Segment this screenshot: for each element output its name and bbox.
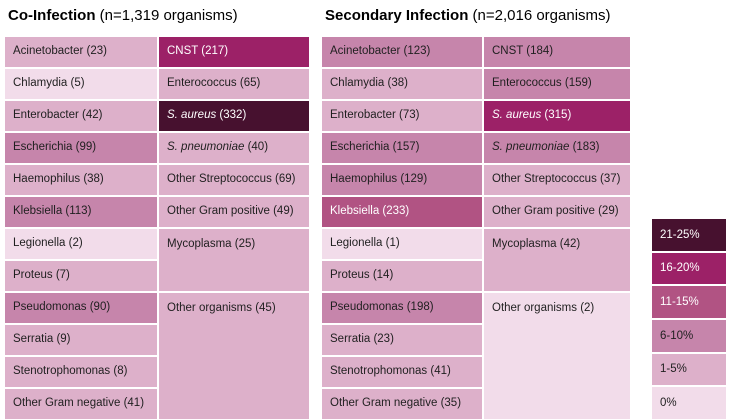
- heatmap-cell: CNST (184): [484, 37, 630, 67]
- organism-label: Enterococcus (65): [167, 77, 261, 90]
- organism-label: CNST (184): [492, 45, 554, 58]
- heatmap-cell: Acinetobacter (23): [5, 37, 157, 67]
- heatmap-cell: Escherichia (157): [322, 133, 482, 163]
- organism-label: Haemophilus (38): [13, 173, 104, 186]
- heatmap-cell: Stenotrophomonas (8): [5, 357, 157, 387]
- heatmap-cell: Enterococcus (159): [484, 69, 630, 99]
- heatmap-cell: Legionella (1): [322, 229, 482, 259]
- heatmap-cell: Serratia (9): [5, 325, 157, 355]
- organism-label: Escherichia (99): [13, 141, 97, 154]
- organism-label: Other Gram positive (49): [167, 205, 294, 218]
- heatmap-cell: Serratia (23): [322, 325, 482, 355]
- organism-label: Enterobacter (73): [330, 109, 420, 122]
- legend-item: 1-5%: [652, 353, 726, 386]
- legend: 21-25% 16-20% 11-15% 6-10% 1-5% 0%: [652, 219, 726, 419]
- heatmap-cell: Chlamydia (5): [5, 69, 157, 99]
- heatmap-cell: Escherichia (99): [5, 133, 157, 163]
- organism-label: Enterococcus (159): [492, 77, 592, 90]
- organism-label: Legionella (2): [13, 237, 83, 250]
- organism-label: Stenotrophomonas (41): [330, 365, 451, 378]
- organism-label: Stenotrophomonas (8): [13, 365, 128, 378]
- secondary-infection-title-count: (n=2,016 organisms): [468, 7, 611, 24]
- organism-label: Other organisms (45): [167, 302, 276, 314]
- heatmap-cell: Chlamydia (38): [322, 69, 482, 99]
- organism-label: Serratia (9): [13, 333, 71, 346]
- organism-label: Haemophilus (129): [330, 173, 428, 186]
- co-infection-title-count: (n=1,319 organisms): [95, 7, 238, 24]
- organism-label: Escherichia (157): [330, 141, 420, 154]
- heatmap-cell: Klebsiella (113): [5, 197, 157, 227]
- legend-item: 21-25%: [652, 219, 726, 251]
- organism-label: Pseudomonas (198): [330, 301, 434, 314]
- organism-label: Klebsiella (113): [13, 205, 92, 218]
- heatmap-cell: Acinetobacter (123): [322, 37, 482, 67]
- heatmap-cell: Other Streptococcus (69): [159, 165, 309, 195]
- organism-label: Proteus (7): [13, 269, 70, 282]
- organism-label: Legionella (1): [330, 237, 400, 250]
- heatmap-cell: Klebsiella (233): [322, 197, 482, 227]
- co-infection-title-bold: Co-Infection: [8, 7, 96, 24]
- organism-label: CNST (217): [167, 45, 229, 58]
- organism-label: Chlamydia (38): [330, 77, 408, 90]
- heatmap-cell: Proteus (14): [322, 261, 482, 291]
- organism-label: Acinetobacter (23): [13, 45, 107, 58]
- organism-label: Other Gram positive (29): [492, 205, 619, 218]
- organism-label: Acinetobacter (123): [330, 45, 431, 58]
- organism-label: Other organisms (2): [492, 302, 595, 314]
- organism-label: Chlamydia (5): [13, 77, 85, 90]
- heatmap-cell: Enterococcus (65): [159, 69, 309, 99]
- secondary-infection-title: Secondary Infection (n=2,016 organisms): [325, 7, 611, 24]
- heatmap-cell: Haemophilus (129): [322, 165, 482, 195]
- secondary-infection-heatmap: Acinetobacter (123) Chlamydia (38) Enterob…: [322, 37, 630, 419]
- heatmap-cell: Legionella (2): [5, 229, 157, 259]
- heatmap-cell: Haemophilus (38): [5, 165, 157, 195]
- heatmap-cell: Pseudomonas (198): [322, 293, 482, 323]
- heatmap-cell: S. aureus (332): [159, 101, 309, 131]
- organism-label: Other Gram negative (35): [330, 397, 462, 410]
- organism-label: Proteus (14): [330, 269, 394, 282]
- heatmap-cell: Mycoplasma (42): [484, 229, 630, 291]
- heatmap-cell: Other Gram negative (41): [5, 389, 157, 419]
- organism-label: Pseudomonas (90): [13, 301, 111, 314]
- heatmap-cell: Mycoplasma (25): [159, 229, 309, 291]
- organism-label: S. pneumoniae (40): [167, 141, 269, 154]
- heatmap-cell: Other Streptococcus (37): [484, 165, 630, 195]
- organism-label: Klebsiella (233): [330, 205, 410, 218]
- organism-label: Other Streptococcus (69): [167, 173, 296, 186]
- heatmap-cell: CNST (217): [159, 37, 309, 67]
- organism-label: Mycoplasma (25): [167, 238, 256, 250]
- heatmap-cell: Stenotrophomonas (41): [322, 357, 482, 387]
- organism-label: Serratia (23): [330, 333, 394, 346]
- heatmap-cell: Proteus (7): [5, 261, 157, 291]
- legend-item: 0%: [652, 387, 726, 419]
- organism-label: Mycoplasma (42): [492, 238, 581, 250]
- heatmap-cell: S. pneumoniae (183): [484, 133, 630, 163]
- legend-item: 6-10%: [652, 319, 726, 352]
- organism-label: S. aureus (332): [167, 109, 247, 122]
- organism-label: S. pneumoniae (183): [492, 141, 600, 154]
- heatmap-cell: Enterobacter (73): [322, 101, 482, 131]
- heatmap-cell: Other Gram positive (49): [159, 197, 309, 227]
- heatmap-cell: S. pneumoniae (40): [159, 133, 309, 163]
- co-infection-title: Co-Infection (n=1,319 organisms): [8, 7, 238, 24]
- organism-label: Other Gram negative (41): [13, 397, 145, 410]
- heatmap-cell: Other organisms (45): [159, 293, 309, 419]
- co-infection-heatmap: Acinetobacter (23) Chlamydia (5) Enterobac…: [5, 37, 309, 419]
- organism-label: Other Streptococcus (37): [492, 173, 621, 186]
- organism-label: Enterobacter (42): [13, 109, 103, 122]
- heatmap-cell: Other Gram negative (35): [322, 389, 482, 419]
- heatmap-cell: S. aureus (315): [484, 101, 630, 131]
- heatmap-cell: Pseudomonas (90): [5, 293, 157, 323]
- legend-item: 11-15%: [652, 286, 726, 318]
- secondary-infection-title-bold: Secondary Infection: [325, 7, 469, 24]
- heatmap-cell: Other organisms (2): [484, 293, 630, 419]
- organism-label: S. aureus (315): [492, 109, 572, 122]
- heatmap-cell: Other Gram positive (29): [484, 197, 630, 227]
- legend-item: 16-20%: [652, 252, 726, 285]
- heatmap-cell: Enterobacter (42): [5, 101, 157, 131]
